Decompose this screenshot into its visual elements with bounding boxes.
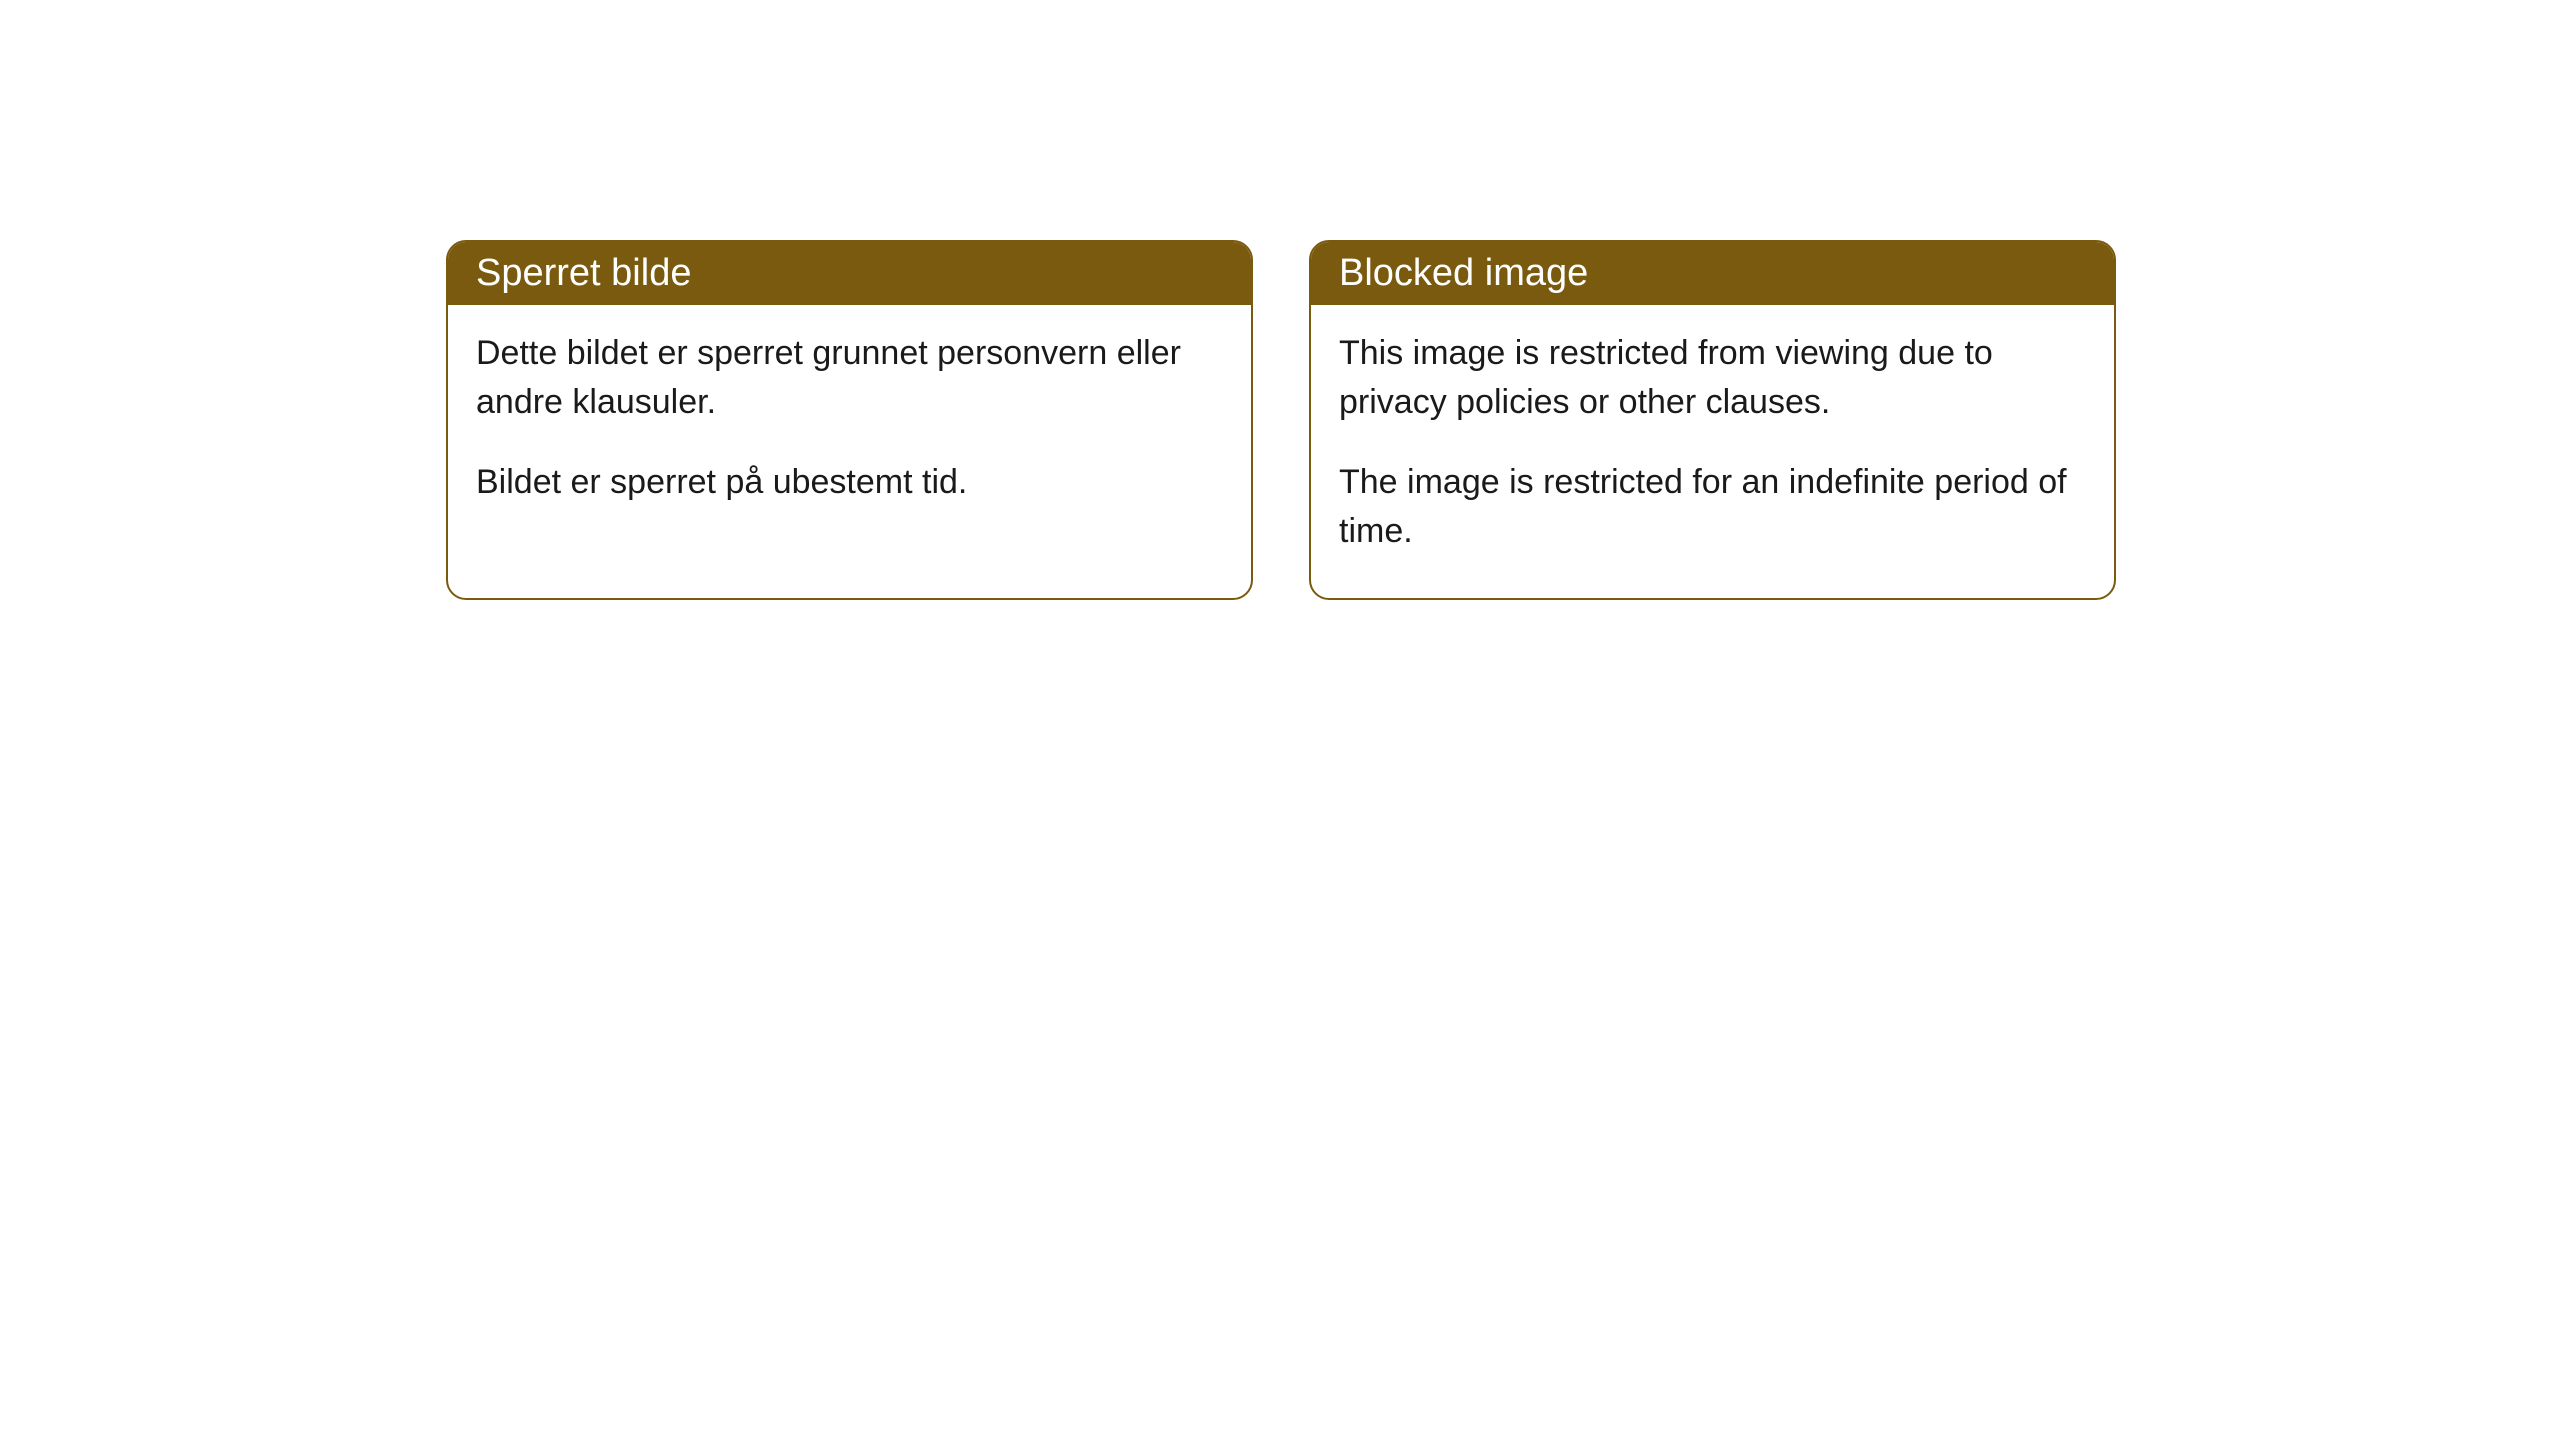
- card-title-norwegian: Sperret bilde: [476, 252, 691, 294]
- card-title-english: Blocked image: [1339, 252, 1588, 294]
- blocked-image-card-english: Blocked image This image is restricted f…: [1309, 240, 2116, 600]
- card-body-english: This image is restricted from viewing du…: [1311, 305, 2114, 598]
- card-paragraph-2-english: The image is restricted for an indefinit…: [1339, 458, 2086, 557]
- blocked-image-card-norwegian: Sperret bilde Dette bildet er sperret gr…: [446, 240, 1253, 600]
- card-header-english: Blocked image: [1311, 242, 2114, 305]
- card-body-norwegian: Dette bildet er sperret grunnet personve…: [448, 305, 1251, 549]
- card-paragraph-1-english: This image is restricted from viewing du…: [1339, 329, 2086, 428]
- card-paragraph-2-norwegian: Bildet er sperret på ubestemt tid.: [476, 458, 1223, 507]
- card-paragraph-1-norwegian: Dette bildet er sperret grunnet personve…: [476, 329, 1223, 428]
- card-header-norwegian: Sperret bilde: [448, 242, 1251, 305]
- notice-cards-container: Sperret bilde Dette bildet er sperret gr…: [446, 240, 2116, 600]
